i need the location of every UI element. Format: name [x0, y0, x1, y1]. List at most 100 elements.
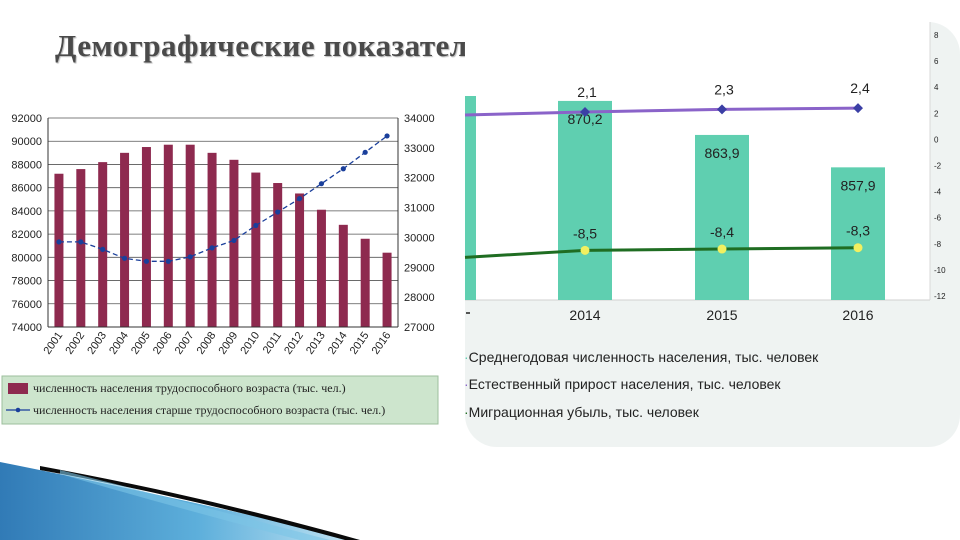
elderly-point: [253, 222, 259, 229]
working-age-bar: [54, 173, 64, 327]
right-y-tick-label: 28000: [404, 292, 435, 304]
migration-path: [464, 246, 859, 259]
right-x-tick-label: 2014: [569, 307, 600, 323]
legend-label-elderly: численность населения старше трудоспособ…: [33, 403, 385, 417]
working-age-bar: [338, 224, 348, 327]
elderly-point: [231, 237, 237, 244]
elderly-population-line: [56, 133, 390, 264]
elderly-line-path: [58, 135, 388, 262]
left-x-tick-label: 2004: [107, 330, 131, 357]
legend-label-working-age: численность населения трудоспособного во…: [33, 381, 346, 395]
left-y-tick-label: 80000: [11, 252, 42, 264]
legend-marker-natural-growth: ·: [464, 376, 469, 392]
migration-label: -8,4: [710, 224, 734, 240]
elderly-point: [78, 239, 84, 245]
migration-marker: [853, 243, 863, 253]
natural-growth-path: [464, 106, 859, 117]
legend-text-population: Среднегодовая численность населения, тыс…: [469, 349, 819, 365]
right-y-tick-label: 27000: [404, 322, 435, 334]
right-y-tick-label: 2: [934, 109, 939, 118]
right-y-tick-label: -8: [934, 240, 942, 249]
elderly-point: [275, 209, 281, 215]
migration-marker: [717, 244, 727, 254]
population-bar-label: 863,9: [704, 145, 739, 161]
left-x-tick-label: 2002: [63, 330, 87, 357]
migration-label: -8,3: [846, 223, 870, 239]
natural-growth-label: 2,1: [577, 84, 597, 100]
elderly-point: [296, 196, 303, 202]
left-chart-legend: численность населения трудоспособного во…: [1, 375, 439, 425]
right-x-tick-label: 2015: [706, 307, 737, 323]
right-y-tick-label: 31000: [404, 203, 435, 215]
elderly-point: [143, 258, 150, 264]
elderly-point: [165, 258, 171, 264]
elderly-point: [340, 166, 346, 172]
left-x-tick-label: 2010: [238, 330, 262, 357]
working-age-bar: [185, 144, 195, 327]
working-age-bar: [273, 183, 283, 327]
left-y-tick-label: 74000: [11, 322, 42, 334]
working-age-bar: [229, 159, 239, 327]
natural-growth-label: 2,3: [714, 81, 734, 97]
elderly-point: [56, 239, 62, 245]
left-y-tick-label: 82000: [11, 229, 42, 241]
left-x-tick-label: 2012: [282, 330, 306, 357]
left-y-tick-label: 86000: [11, 183, 42, 195]
natural-growth-marker: [853, 103, 863, 114]
left-x-tick-label: 2005: [129, 330, 153, 357]
legend-text-natural-growth: Естественный прирост населения, тыс. чел…: [469, 376, 782, 392]
left-y-tick-label: 76000: [11, 299, 42, 311]
population-bar-label: 857,9: [840, 177, 875, 193]
working-age-bar: [141, 147, 151, 327]
migration-loss-line: -8,5 -8,4 -8,3: [464, 223, 870, 259]
natural-growth-line: 2,1 2,3 2,4: [464, 80, 870, 117]
working-age-bars: [54, 144, 392, 327]
right-y-tick-label: -10: [934, 266, 946, 275]
right-y-tick-label: 4: [934, 83, 939, 92]
right-y-tick-label: -4: [934, 188, 942, 197]
right-y-axis-ticks: 8 6 4 2 0 -2 -4 -6 -8 -10 -12: [934, 31, 946, 301]
migration-marker: [580, 245, 590, 255]
right-y-axis-ticks: 27000 28000 29000 30000 31000 32000 33000 34000: [404, 113, 435, 334]
left-y-tick-label: 78000: [11, 276, 42, 288]
left-y-tick-label: 90000: [11, 136, 42, 148]
left-x-tick-label: 2001: [42, 330, 66, 357]
population-bar: [558, 100, 612, 300]
left-x-tick-label: 2013: [304, 330, 328, 357]
legend-marker-population: ·: [464, 349, 469, 365]
working-age-bar: [382, 252, 392, 327]
legend-label-natural-growth: ·Естественный прирост населения, тыс. че…: [464, 376, 781, 392]
legend-label-migration: ·Миграционная убыль, тыс. человек: [464, 404, 700, 420]
population-bar: [695, 134, 749, 300]
elderly-point: [187, 254, 193, 260]
working-age-bar: [295, 193, 305, 327]
natural-growth-marker: [580, 106, 590, 117]
elderly-point: [100, 246, 106, 252]
elderly-point: [209, 245, 215, 251]
working-age-bar: [98, 162, 108, 327]
left-x-tick-label: 2015: [348, 330, 372, 357]
legend-marker-elderly: [15, 407, 21, 413]
working-age-bar: [76, 169, 86, 327]
partial-bar-2013: [465, 96, 476, 300]
legend-label-population: ·Среднегодовая численность населения, ты…: [464, 349, 819, 365]
right-y-tick-label: 6: [934, 57, 939, 66]
working-age-bar: [120, 152, 130, 327]
left-x-tick-label: 2011: [261, 330, 284, 356]
left-x-tick-label: 2003: [85, 330, 109, 357]
working-age-bar: [251, 172, 261, 327]
working-age-bar: [360, 238, 370, 327]
right-x-tick-label: 2016: [842, 307, 873, 323]
right-y-tick-label: 30000: [404, 232, 435, 244]
right-y-tick-label: -2: [934, 162, 942, 171]
left-y-tick-label: 92000: [11, 113, 42, 125]
decorative-swoosh: [0, 462, 360, 540]
left-x-tick-label: 2006: [151, 330, 175, 357]
left-x-axis-ticks: 2001200220032004200520062007200820092010…: [42, 330, 394, 357]
population-dynamics-chart: 870,2 863,9 857,9 2,1 2,3 2,4 -8,5 -8,4 -8,3 2…: [464, 22, 960, 447]
left-y-tick-label: 84000: [11, 206, 42, 218]
right-y-tick-label: 0: [934, 135, 939, 144]
working-age-bar: [163, 144, 173, 327]
working-age-population-chart: 74000 76000 78000 80000 82000 84000 86000 88000…: [1, 113, 439, 425]
working-age-bar: [207, 152, 217, 327]
